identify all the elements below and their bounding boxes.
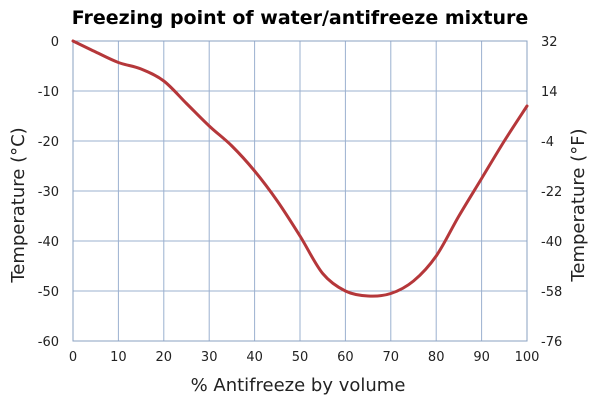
- grid: [72, 40, 528, 342]
- y-axis-label-left: Temperature (°C): [8, 127, 29, 283]
- x-tick-label: 10: [110, 350, 127, 365]
- y-tick-label-right: -58: [541, 285, 562, 300]
- x-tick-label: 60: [337, 350, 354, 365]
- y-tick-label-right: -4: [541, 135, 554, 150]
- series-layer: [71, 39, 529, 298]
- x-tick-label: 100: [515, 350, 540, 365]
- x-tick-label: 20: [156, 350, 173, 365]
- y-axis-label-right: Temperature (°F): [568, 128, 589, 282]
- series-line: [71, 39, 529, 298]
- y-tick-label-right: -76: [541, 335, 562, 350]
- y-tick-label-left: -50: [38, 285, 59, 300]
- y-tick-label-left: -20: [38, 135, 59, 150]
- chart-title: Freezing point of water/antifreeze mixtu…: [72, 7, 529, 29]
- axes: 0 10 20 30 40 50 60 70 80 90 100 0 32 -10 14 -20 -4 -30 -2…: [38, 35, 562, 365]
- plot-frame: [72, 40, 528, 342]
- y-tick-label-right: 14: [541, 85, 558, 100]
- x-tick-label: 90: [473, 350, 490, 365]
- y-tick-label-left: -60: [38, 335, 59, 350]
- y-tick-label-left: -40: [38, 235, 59, 250]
- x-tick-label: 30: [201, 350, 218, 365]
- x-tick-label: 80: [428, 350, 445, 365]
- y-tick-label-right: 32: [541, 35, 558, 50]
- x-axis-label: % Antifreeze by volume: [191, 375, 406, 396]
- x-tick-label: 0: [69, 350, 77, 365]
- y-tick-label-right: -40: [541, 235, 562, 250]
- x-tick-label: 40: [246, 350, 263, 365]
- x-tick-label: 50: [292, 350, 309, 365]
- y-tick-label-left: -10: [38, 85, 59, 100]
- y-tick-label-left: -30: [38, 185, 59, 200]
- y-tick-label-left: 0: [51, 35, 59, 50]
- y-tick-label-right: -22: [541, 185, 562, 200]
- x-tick-label: 70: [383, 350, 400, 365]
